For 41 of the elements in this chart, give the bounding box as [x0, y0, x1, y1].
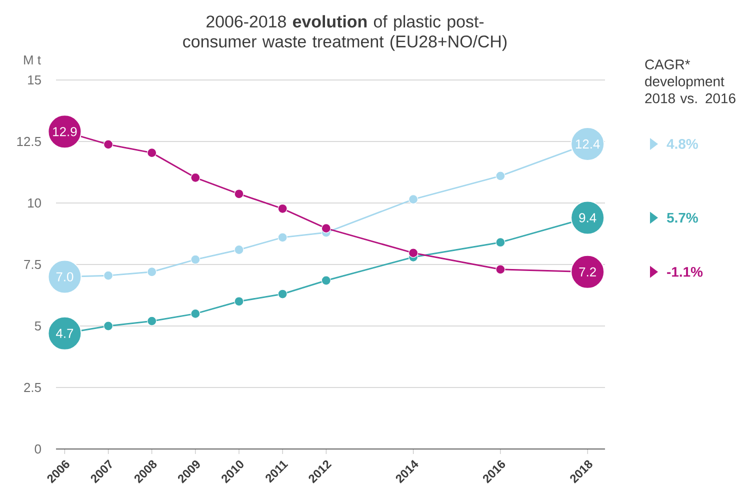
y-tick-label: 10 — [28, 198, 41, 208]
point — [496, 171, 506, 181]
data-label: 12.4 — [576, 139, 600, 148]
text: CAGR* development 2018 vs. 2016 — [645, 60, 736, 104]
data-label: 9.4 — [579, 213, 596, 222]
chart-title: 2006-2018 evolution of plastic post-consumer waste treatment (EU28+NO/CH) — [183, 15, 507, 51]
y-axis-title: M t — [24, 55, 41, 64]
point — [278, 204, 288, 214]
y-tick-label: 15 — [28, 75, 41, 85]
point — [496, 238, 506, 248]
text: -1.1% — [667, 266, 703, 277]
y-tick-label: 12.5 — [17, 136, 41, 146]
point — [147, 148, 157, 158]
point — [408, 248, 418, 258]
point — [190, 172, 200, 182]
point — [190, 308, 200, 318]
y-tick-label: 5 — [34, 321, 41, 331]
point — [147, 267, 157, 277]
text: 4.8% — [666, 139, 698, 149]
text: 5.7% — [666, 212, 698, 223]
point — [190, 254, 200, 264]
point — [234, 296, 244, 306]
point — [234, 244, 244, 255]
y-tick-label: 2.5 — [24, 382, 41, 392]
point — [103, 321, 114, 331]
data-label: 7.2 — [579, 267, 596, 276]
data-label: 4.7 — [56, 328, 74, 338]
point — [278, 232, 288, 242]
point — [278, 289, 288, 299]
point — [103, 140, 114, 150]
point — [496, 264, 506, 274]
point — [408, 194, 418, 204]
point — [103, 270, 114, 280]
point — [321, 276, 331, 286]
data-label: 7.0 — [56, 272, 74, 282]
point — [234, 189, 244, 199]
y-tick-label: 7.5 — [24, 260, 41, 270]
data-label: 12.9 — [53, 127, 77, 136]
point — [147, 316, 157, 326]
point — [321, 224, 331, 234]
y-tick-label: 0 — [34, 444, 41, 454]
